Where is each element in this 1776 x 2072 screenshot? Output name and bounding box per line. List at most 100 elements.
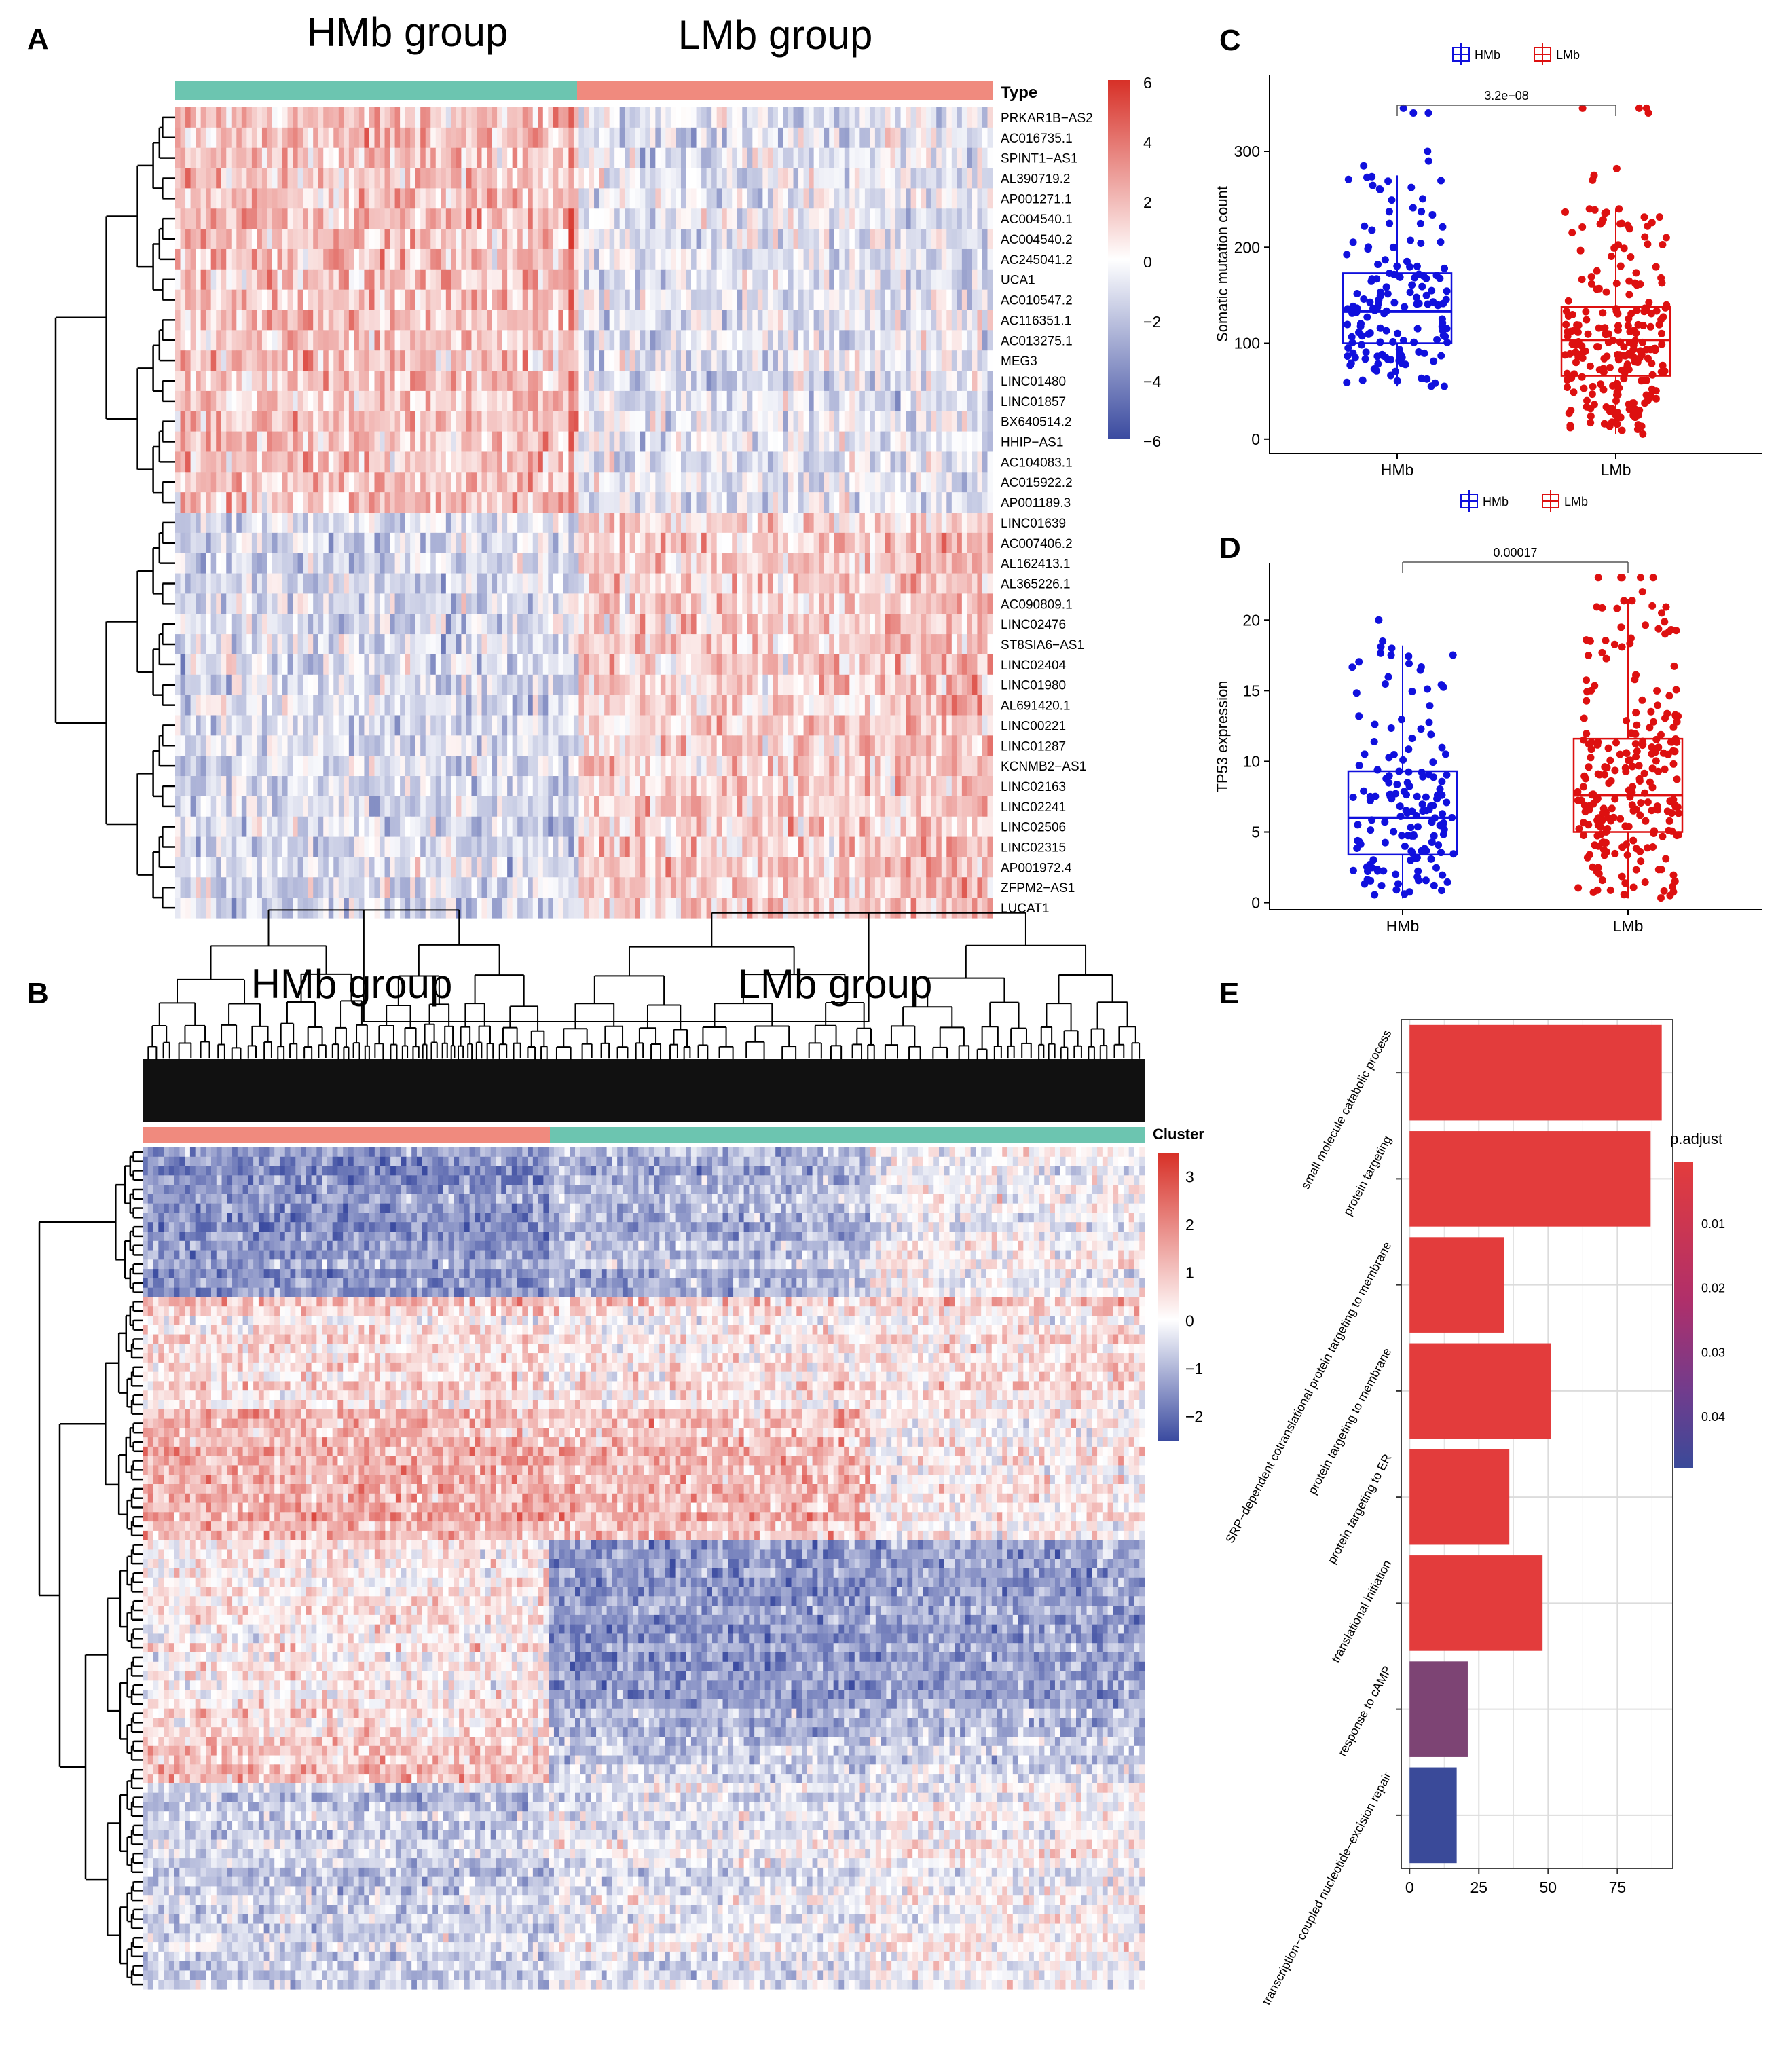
heat-cell: [737, 330, 743, 351]
heat-cell: [231, 127, 237, 149]
heat-cell: [241, 289, 247, 311]
heat-cell: [293, 248, 299, 270]
heat-cell: [584, 431, 590, 453]
heat-cell: [420, 573, 426, 594]
heat-cell: [809, 188, 815, 209]
heat-cell: [573, 695, 580, 716]
heat-cell: [185, 411, 191, 432]
heat-cell: [231, 532, 237, 554]
heat-cell: [492, 654, 498, 676]
heat-cell: [926, 248, 932, 270]
heat-cell: [532, 715, 538, 736]
heat-cell: [180, 634, 186, 655]
heat-cell: [706, 674, 712, 696]
heat-cell: [297, 208, 303, 229]
heat-cell: [951, 248, 957, 270]
heat-cell: [900, 553, 906, 574]
heat-cell: [614, 553, 621, 574]
heat-cell: [282, 573, 289, 594]
heat-cell: [277, 654, 283, 676]
heat-cell: [318, 492, 324, 513]
heat-cell: [752, 513, 758, 534]
heat-cell: [737, 269, 743, 291]
heat-cell: [415, 411, 421, 432]
heat-cell: [972, 431, 978, 453]
heat-cell: [645, 573, 651, 594]
heat-cell: [660, 472, 667, 493]
heat-cell: [584, 330, 590, 351]
heat-cell: [665, 492, 671, 513]
heat-cell: [241, 513, 247, 534]
heat-cell: [272, 451, 278, 473]
heat-cell: [471, 350, 477, 371]
heat-cell: [676, 248, 682, 270]
heat-cell: [686, 451, 692, 473]
heat-cell: [951, 147, 957, 169]
heat-cell: [435, 553, 441, 574]
heat-cell: [374, 310, 380, 331]
heat-cell: [864, 188, 871, 209]
heat-cell: [548, 492, 554, 513]
heat-cell: [844, 553, 850, 574]
heat-cell: [809, 553, 815, 574]
heat-cell: [614, 532, 621, 554]
heat-cell: [957, 472, 963, 493]
heat-cell: [328, 248, 334, 270]
heat-cell: [390, 411, 396, 432]
heat-cell: [941, 614, 947, 635]
heat-cell: [348, 492, 354, 513]
heat-cell: [548, 127, 554, 149]
heat-cell: [655, 472, 661, 493]
heat-cell: [445, 168, 451, 189]
heat-cell: [716, 371, 722, 392]
heat-cell: [190, 330, 196, 351]
heat-cell: [558, 634, 564, 655]
heat-cell: [267, 472, 273, 493]
heat-cell: [854, 715, 860, 736]
heat-cell: [987, 229, 993, 250]
heat-cell: [926, 654, 932, 676]
heat-cell: [783, 289, 789, 311]
heat-cell: [492, 371, 498, 392]
heat-cell: [916, 654, 922, 676]
heat-cell: [374, 411, 380, 432]
heat-cell: [676, 715, 682, 736]
heat-cell: [287, 451, 293, 473]
heat-cell: [676, 269, 682, 291]
heat-cell: [512, 371, 518, 392]
heat-cell: [726, 289, 733, 311]
heat-cell: [542, 573, 549, 594]
heat-cell: [844, 634, 850, 655]
heat-cell: [251, 654, 258, 676]
heat-cell: [313, 715, 319, 736]
heat-cell: [348, 573, 354, 594]
heat-cell: [813, 269, 819, 291]
heat-cell: [558, 411, 564, 432]
heat-cell: [967, 431, 973, 453]
heat-cell: [680, 513, 687, 534]
heat-cell: [762, 431, 769, 453]
heat-cell: [885, 614, 891, 635]
heat-cell: [410, 674, 416, 696]
heat-cell: [568, 593, 574, 614]
heat-cell: [277, 127, 283, 149]
heat-cell: [809, 451, 815, 473]
heat-cell: [502, 248, 508, 270]
heat-cell: [599, 127, 605, 149]
heat-cell: [640, 674, 646, 696]
heat-cell: [696, 715, 702, 736]
heat-cell: [196, 107, 202, 128]
heat-cell: [358, 168, 365, 189]
heat-cell: [492, 289, 498, 311]
heat-cell: [614, 248, 621, 270]
heat-cell: [548, 553, 554, 574]
heat-cell: [573, 634, 580, 655]
heat-cell: [635, 350, 641, 371]
heat-cell: [635, 654, 641, 676]
heat-cell: [941, 188, 947, 209]
heat-cell: [563, 593, 570, 614]
heat-cell: [716, 229, 722, 250]
heat-cell: [532, 229, 538, 250]
heat-cell: [231, 371, 237, 392]
heat-cell: [742, 147, 748, 169]
